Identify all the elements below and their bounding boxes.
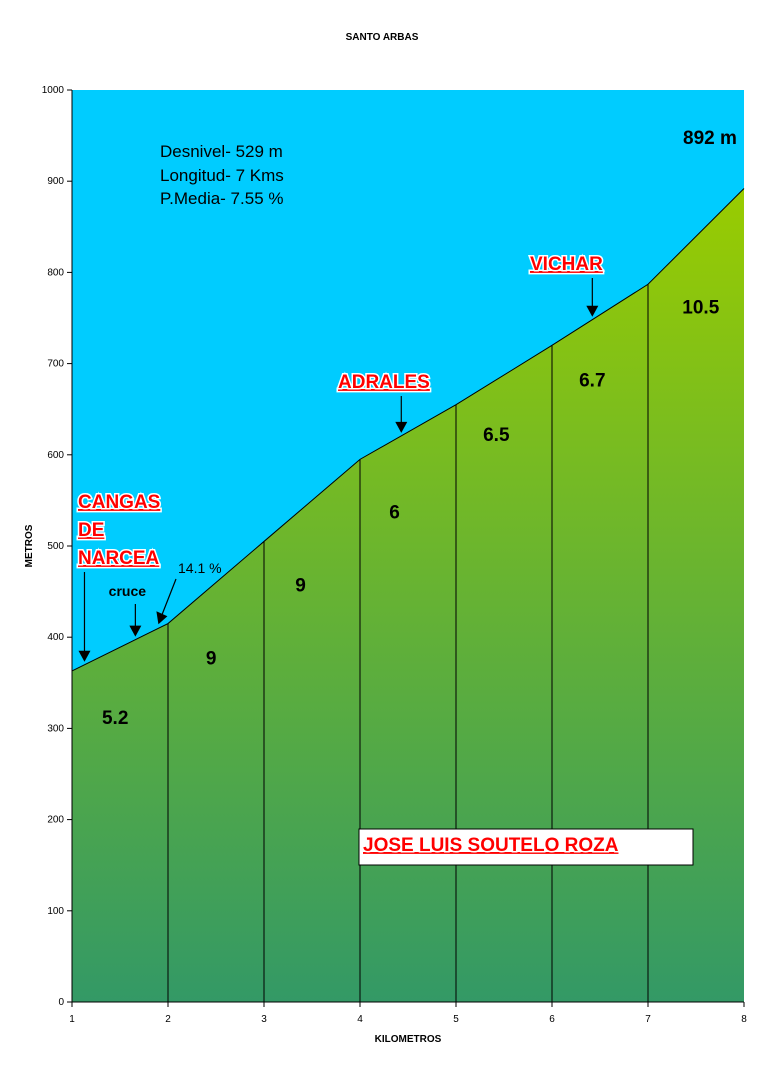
author-box [358,828,694,866]
x-tick-label: 3 [261,1014,267,1025]
y-tick-label: 1000 [42,85,65,96]
y-axis-label: METROS [24,524,35,567]
y-tick-label: 600 [47,450,64,461]
note-max-gradient: 14.1 % [178,560,222,576]
author-label: JOSE LUIS SOUTELO ROZA [363,835,619,856]
arrow-diagonal-icon [156,611,168,625]
segment-gradient-label: 9 [295,576,306,597]
elevation-line [71,188,745,672]
elevation-area [72,188,744,1003]
place-label: NARCEA [78,548,160,569]
place-label: CANGAS [78,492,160,513]
x-tick-label: 7 [645,1014,651,1025]
x-tick-label: 1 [69,1014,75,1025]
arrow-down-icon [586,305,599,317]
chart-title: SANTO ARBAS [346,32,419,43]
note-cruce: cruce [109,583,147,599]
info-desnivel: Desnivel- 529 m [160,142,283,161]
place-label: ADRALES [338,372,430,393]
y-tick-label: 800 [47,267,64,278]
y-tick-label: 700 [47,359,64,370]
x-axis-label: KILOMETROS [375,1034,442,1045]
y-tick-label: 200 [47,815,64,826]
x-tick-label: 6 [549,1014,555,1025]
segment-gradient-label: 9 [206,649,217,670]
segment-gradient-label: 5.2 [102,708,128,729]
segment-gradient-label: 6.5 [483,425,510,446]
x-tick-label: 2 [165,1014,171,1025]
info-longitud: Longitud- 7 Kms [160,166,284,185]
arrow-down-icon [78,650,91,662]
place-label: VICHAR [530,254,603,275]
x-tick-label: 8 [741,1014,747,1025]
info-pendiente-media: P.Media- 7.55 % [160,189,283,208]
x-tick-label: 5 [453,1014,459,1025]
y-tick-label: 300 [47,723,64,734]
y-tick-label: 0 [58,997,64,1008]
segment-gradient-label: 10.5 [682,297,719,318]
arrow-down-icon [129,625,142,637]
summit-label: 892 m [683,128,737,149]
y-tick-label: 100 [47,906,64,917]
y-tick-label: 500 [47,541,64,552]
y-tick-label: 400 [47,632,64,643]
y-tick-label: 900 [47,176,64,187]
place-label: DE [78,520,104,541]
segment-gradient-label: 6 [389,503,400,524]
segment-gradient-label: 6.7 [579,370,605,391]
arrow-diagonal-shaft [160,578,177,617]
arrow-down-icon [395,421,408,433]
x-tick-label: 4 [357,1014,363,1025]
